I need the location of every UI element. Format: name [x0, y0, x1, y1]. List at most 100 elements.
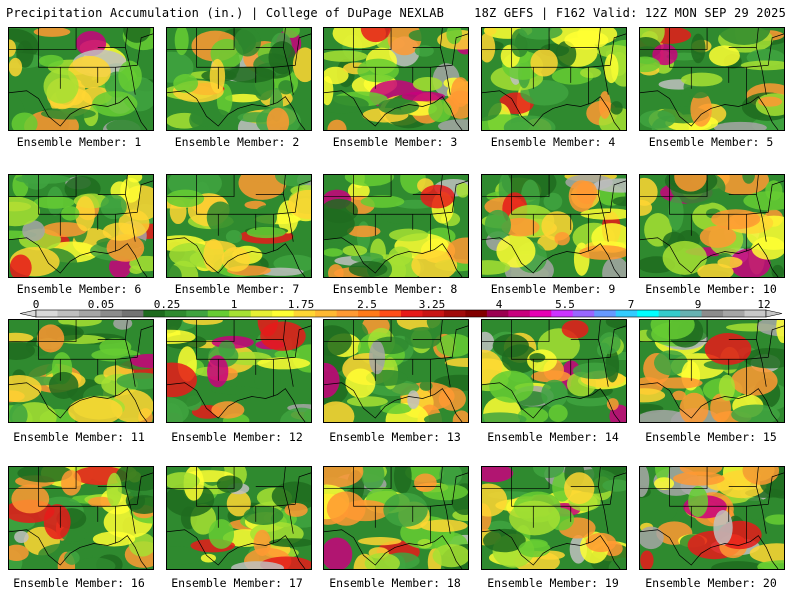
ensemble-map-panel — [481, 466, 627, 570]
ensemble-member-label: Ensemble Member: 2 — [158, 135, 316, 149]
colorbar-swatch — [165, 310, 187, 317]
header-title: Precipitation Accumulation (in.) | Colle… — [6, 6, 444, 20]
colorbar-swatch — [100, 310, 122, 317]
colorbar-swatch — [143, 310, 165, 317]
colorbar-swatch — [36, 310, 58, 317]
colorbar-tick-label: 0.25 — [154, 298, 181, 311]
ensemble-member-label: Ensemble Member: 9 — [474, 282, 632, 296]
ensemble-map-panel — [639, 27, 785, 131]
colorbar-swatch — [680, 310, 702, 317]
colorbar-swatch — [616, 310, 638, 317]
ensemble-map-panel — [639, 174, 785, 278]
ensemble-member-label: Ensemble Member: 20 — [632, 576, 790, 590]
ensemble-member-label: Ensemble Member: 15 — [632, 430, 790, 444]
colorbar-swatch — [551, 310, 573, 317]
ensemble-member-label: Ensemble Member: 13 — [316, 430, 474, 444]
ensemble-map-panel — [639, 466, 785, 570]
colorbar-tick-label: 9 — [695, 298, 702, 311]
colorbar-swatch — [315, 310, 337, 317]
colorbar-swatch — [659, 310, 681, 317]
ensemble-map-panel — [8, 174, 154, 278]
colorbar-tick-label: 0 — [33, 298, 40, 311]
ensemble-member-label: Ensemble Member: 14 — [474, 430, 632, 444]
colorbar-tick-label: 2.5 — [357, 298, 377, 311]
ensemble-map-panel — [323, 466, 469, 570]
ensemble-map-panel — [323, 27, 469, 131]
colorbar-swatch — [401, 310, 423, 317]
colorbar-swatch — [272, 310, 294, 317]
colorbar-swatch — [702, 310, 724, 317]
ensemble-member-label: Ensemble Member: 8 — [316, 282, 474, 296]
precip-field-map — [324, 28, 468, 130]
colorbar-swatch — [79, 310, 101, 317]
precip-field-map — [167, 28, 311, 130]
colorbar-swatch — [294, 310, 316, 317]
colorbar-swatch — [444, 310, 466, 317]
colorbar-swatch — [251, 310, 273, 317]
ensemble-map-panel — [166, 27, 312, 131]
colorbar-swatch — [422, 310, 444, 317]
colorbar-tick-label: 3.25 — [419, 298, 446, 311]
ensemble-member-label: Ensemble Member: 18 — [316, 576, 474, 590]
ensemble-map-panel — [8, 466, 154, 570]
colorbar-tick-label: 5.5 — [555, 298, 575, 311]
ensemble-map-panel — [166, 466, 312, 570]
ensemble-map-panel — [481, 319, 627, 423]
ensemble-member-label: Ensemble Member: 12 — [158, 430, 316, 444]
ensemble-map-panel — [166, 319, 312, 423]
precip-field-map — [324, 467, 468, 569]
ensemble-member-label: Ensemble Member: 16 — [0, 576, 158, 590]
colorbar-swatch — [229, 310, 251, 317]
colorbar-swatch — [530, 310, 552, 317]
precip-field-map — [640, 28, 784, 130]
colorbar-tick-label: 0.05 — [88, 298, 115, 311]
colorbar-swatch — [380, 310, 402, 317]
ensemble-map-panel — [323, 319, 469, 423]
ensemble-member-label: Ensemble Member: 1 — [0, 135, 158, 149]
ensemble-map-panel — [323, 174, 469, 278]
colorbar-swatch — [122, 310, 144, 317]
ensemble-map-panel — [8, 27, 154, 131]
colorbar-swatch — [573, 310, 595, 317]
colorbar-swatch — [637, 310, 659, 317]
precip-field-map — [482, 320, 626, 422]
colorbar-swatch — [745, 310, 767, 317]
colorbar-tick-label: 12 — [757, 298, 770, 311]
precip-field-map — [167, 467, 311, 569]
ensemble-member-label: Ensemble Member: 4 — [474, 135, 632, 149]
colorbar-swatch — [487, 310, 509, 317]
colorbar-swatch — [723, 310, 745, 317]
ensemble-map-panel — [481, 27, 627, 131]
precip-field-map — [640, 175, 784, 277]
precip-field-map — [482, 467, 626, 569]
colorbar-tick-label: 4 — [496, 298, 503, 311]
ensemble-member-label: Ensemble Member: 5 — [632, 135, 790, 149]
precip-field-map — [482, 28, 626, 130]
precip-field-map — [9, 467, 153, 569]
ensemble-member-label: Ensemble Member: 11 — [0, 430, 158, 444]
ensemble-map-panel — [639, 319, 785, 423]
precip-field-map — [482, 175, 626, 277]
colorbar-swatch — [57, 310, 79, 317]
precip-field-map — [9, 28, 153, 130]
colorbar-swatch — [186, 310, 208, 317]
colorbar-swatch — [465, 310, 487, 317]
ensemble-member-label: Ensemble Member: 19 — [474, 576, 632, 590]
precip-colorbar — [0, 298, 800, 320]
header-run-info: 18Z GEFS | F162 Valid: 12Z MON SEP 29 20… — [474, 6, 786, 20]
colorbar-swatch — [508, 310, 530, 317]
precip-field-map — [167, 320, 311, 422]
ensemble-member-label: Ensemble Member: 3 — [316, 135, 474, 149]
precip-field-map — [324, 175, 468, 277]
colorbar-swatch — [594, 310, 616, 317]
precip-field-map — [640, 320, 784, 422]
precip-field-map — [167, 175, 311, 277]
colorbar-tick-label: 1 — [231, 298, 238, 311]
precip-field-map — [640, 467, 784, 569]
ensemble-member-label: Ensemble Member: 7 — [158, 282, 316, 296]
precip-field-map — [324, 320, 468, 422]
ensemble-map-panel — [8, 319, 154, 423]
precip-field-map — [9, 175, 153, 277]
colorbar-swatch — [337, 310, 359, 317]
ensemble-member-label: Ensemble Member: 6 — [0, 282, 158, 296]
